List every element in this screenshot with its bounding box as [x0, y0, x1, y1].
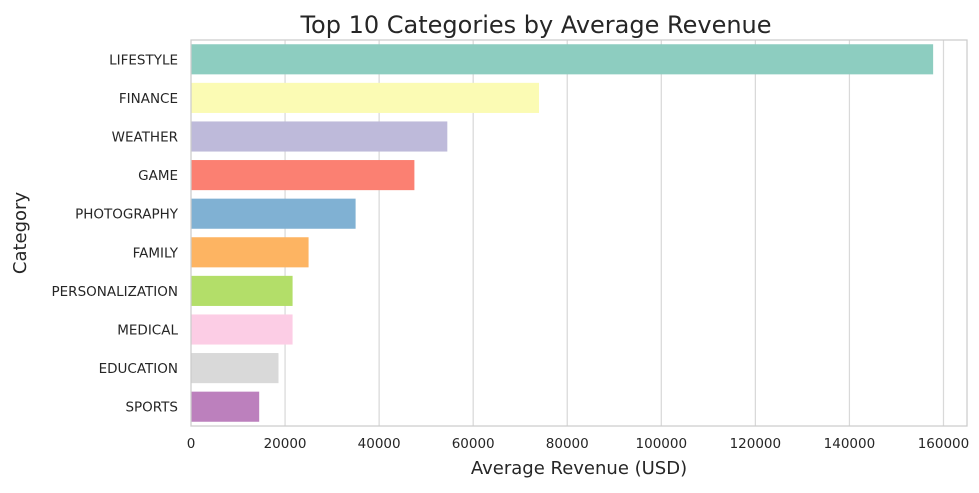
- y-tick-label: EDUCATION: [99, 361, 178, 377]
- x-tick-label: 20000: [264, 436, 307, 452]
- y-tick-label: SPORTS: [125, 400, 178, 416]
- bar-family: [191, 237, 309, 268]
- x-tick-label: 40000: [358, 436, 401, 452]
- y-axis-label: Category: [10, 192, 31, 275]
- x-axis-label: Average Revenue (USD): [471, 458, 687, 479]
- y-tick-label: WEATHER: [112, 130, 178, 146]
- bar-lifestyle: [191, 44, 934, 75]
- y-tick-label: FAMILY: [133, 245, 179, 261]
- bar-game: [191, 160, 415, 191]
- x-tick-label: 160000: [918, 436, 970, 452]
- bar-finance: [191, 82, 540, 113]
- bar-layer: [191, 44, 934, 422]
- x-tick-label: 140000: [824, 436, 876, 452]
- y-tick-label: PHOTOGRAPHY: [75, 207, 179, 223]
- chart-title: Top 10 Categories by Average Revenue: [299, 11, 771, 39]
- y-tick-label: LIFESTYLE: [109, 52, 178, 68]
- y-tick-label: MEDICAL: [117, 323, 178, 339]
- bar-sports: [191, 391, 260, 422]
- x-tick-labels: 0 20000 40000 60000 80000 100000 120000 140000 1…: [187, 436, 970, 452]
- x-tick-label: 120000: [730, 436, 782, 452]
- bar-personalization: [191, 275, 293, 306]
- x-tick-label: 60000: [452, 436, 495, 452]
- bar-weather: [191, 121, 448, 152]
- bar-education: [191, 353, 279, 384]
- y-tick-label: PERSONALIZATION: [52, 284, 178, 300]
- x-tick-label: 80000: [546, 436, 589, 452]
- bar-photography: [191, 198, 356, 229]
- x-tick-label: 100000: [636, 436, 688, 452]
- y-tick-label: FINANCE: [119, 91, 178, 107]
- bar-medical: [191, 314, 293, 345]
- x-tick-label: 0: [187, 436, 196, 452]
- y-tick-labels: LIFESTYLE FINANCE WEATHER GAME PHOTOGRAPHY FA…: [52, 52, 179, 415]
- plot-frame: [190, 39, 968, 427]
- y-tick-label: GAME: [138, 168, 178, 184]
